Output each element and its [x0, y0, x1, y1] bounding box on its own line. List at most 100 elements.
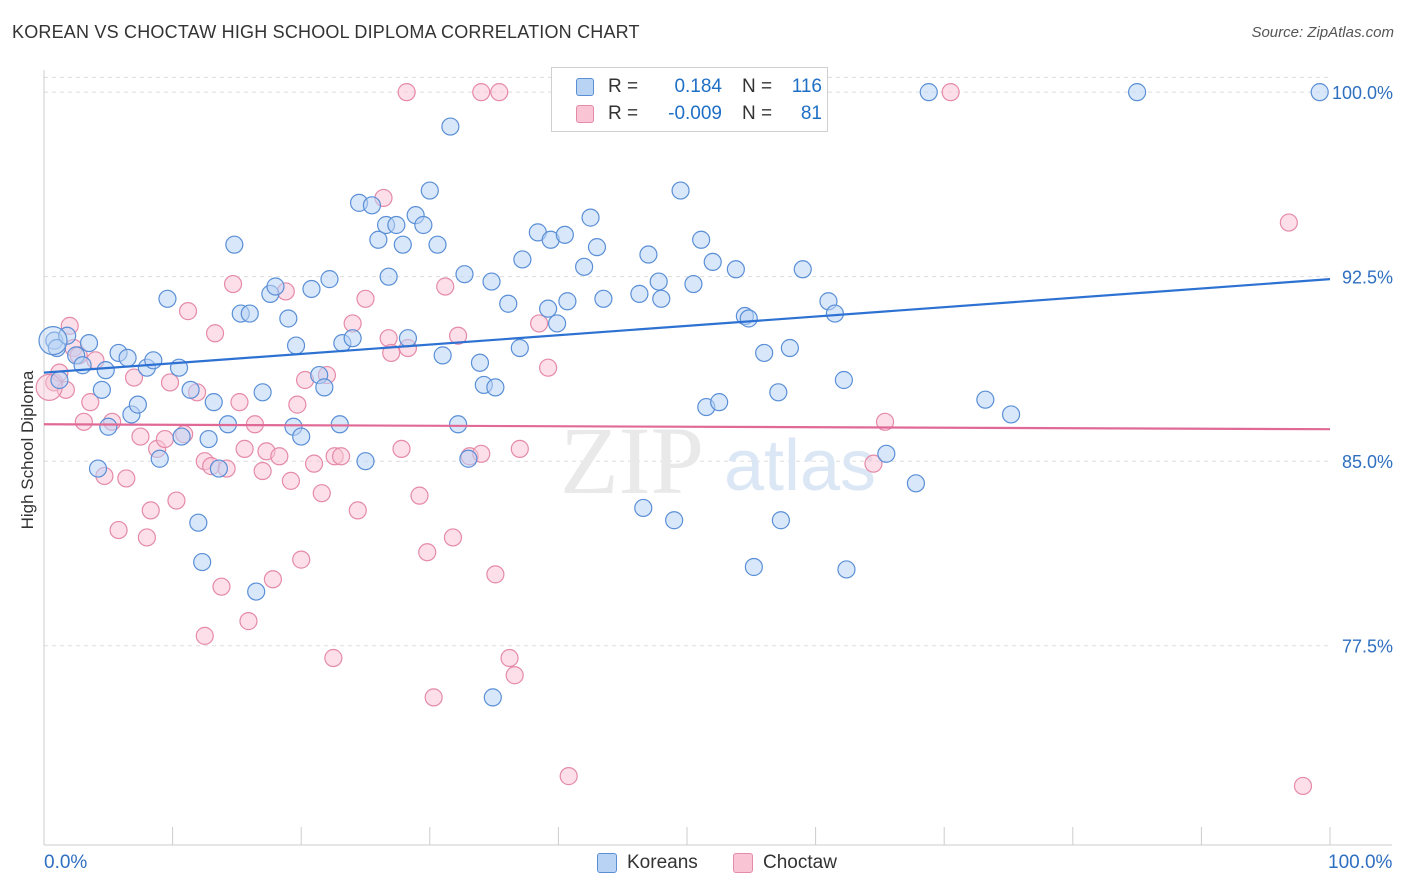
point-koreans	[684, 274, 703, 294]
point-koreans	[793, 260, 812, 279]
source-label: Source: ZipAtlas.com	[1251, 24, 1394, 41]
point-choctaw	[356, 289, 375, 308]
point-koreans	[1001, 405, 1021, 424]
point-koreans	[379, 267, 398, 286]
point-choctaw	[1279, 213, 1298, 232]
point-choctaw	[418, 543, 437, 562]
point-koreans	[193, 552, 212, 572]
point-choctaw	[117, 469, 136, 488]
point-koreans	[387, 215, 406, 235]
point-koreans	[343, 329, 362, 348]
legend-item-koreans: Koreans	[597, 852, 698, 874]
point-koreans	[575, 257, 594, 276]
point-koreans	[634, 498, 653, 518]
point-koreans	[247, 582, 266, 601]
point-koreans	[771, 511, 790, 530]
point-choctaw	[510, 439, 529, 458]
point-choctaw	[348, 501, 367, 520]
legend-n-label: N =	[742, 76, 773, 97]
point-koreans	[420, 181, 439, 200]
point-koreans	[266, 277, 285, 296]
point-koreans	[369, 230, 388, 249]
point-choctaw	[392, 439, 411, 458]
point-choctaw	[443, 528, 463, 547]
point-koreans	[286, 336, 306, 355]
trend-line-choctaw	[43, 423, 1331, 431]
point-koreans	[302, 279, 321, 299]
point-koreans	[253, 383, 272, 402]
point-choctaw	[263, 570, 283, 589]
point-koreans	[877, 444, 896, 463]
point-koreans	[189, 513, 208, 532]
point-choctaw	[212, 577, 231, 596]
point-koreans	[356, 452, 375, 471]
point-koreans	[652, 289, 671, 308]
point-koreans	[315, 378, 334, 397]
legend-r-value: 0.184	[674, 76, 722, 97]
legend-label-koreans: Koreans	[627, 852, 698, 873]
point-koreans	[780, 338, 799, 358]
point-koreans	[459, 449, 478, 468]
point-choctaw	[490, 83, 509, 102]
point-choctaw	[131, 427, 150, 446]
point-koreans	[548, 314, 567, 333]
point-choctaw	[178, 302, 198, 321]
legend-swatch-choctaw	[576, 105, 594, 123]
point-koreans	[482, 272, 501, 291]
x-axis-min-label: 0.0%	[44, 852, 88, 873]
chart-title: KOREAN VS CHOCTAW HIGH SCHOOL DIPLOMA CO…	[12, 22, 640, 42]
legend-label-choctaw: Choctaw	[763, 852, 837, 873]
series-legend: Koreans Choctaw	[0, 852, 1406, 876]
y-axis-label-wrap: High School Diploma	[16, 340, 40, 560]
point-choctaw	[505, 666, 524, 685]
point-choctaw	[1293, 776, 1313, 796]
point-choctaw	[239, 612, 258, 631]
point-koreans	[398, 329, 418, 348]
point-choctaw	[941, 83, 960, 102]
point-koreans	[441, 117, 460, 136]
point-koreans	[558, 292, 577, 311]
point-choctaw	[137, 528, 156, 547]
legend-n-value: 81	[800, 103, 822, 124]
point-choctaw	[141, 501, 160, 520]
x-axis-max-label: 100.0%	[1328, 852, 1393, 873]
point-choctaw	[324, 648, 343, 668]
point-koreans	[144, 351, 163, 370]
point-choctaw	[486, 565, 505, 584]
point-koreans	[976, 390, 995, 409]
point-koreans	[448, 415, 468, 434]
point-koreans	[739, 309, 758, 328]
legend-row-choctaw: R = -0.009 N = 81	[576, 102, 822, 126]
point-choctaw	[539, 358, 558, 377]
trend-line-koreans	[43, 278, 1331, 374]
legend-r-value: -0.009	[668, 103, 722, 124]
point-choctaw	[436, 277, 455, 296]
point-choctaw	[270, 447, 289, 466]
y-axis-label: High School Diploma	[18, 370, 37, 530]
point-koreans	[292, 427, 311, 446]
point-choctaw	[167, 491, 186, 510]
point-choctaw	[304, 454, 324, 473]
watermark-atlas: atlas	[724, 426, 876, 506]
point-koreans	[1310, 83, 1329, 102]
point-koreans	[639, 245, 658, 264]
watermark-zip: ZIP	[560, 407, 704, 514]
point-koreans	[671, 181, 690, 200]
point-koreans	[581, 208, 600, 227]
point-koreans	[510, 338, 529, 358]
point-koreans	[199, 429, 218, 449]
y-tick-label: 100.0%	[1332, 83, 1393, 103]
y-tick-label: 92.5%	[1342, 268, 1393, 288]
point-choctaw	[331, 447, 351, 466]
y-tick-label: 77.5%	[1342, 637, 1393, 657]
legend-swatch-koreans	[597, 853, 617, 873]
point-choctaw	[530, 314, 549, 333]
point-koreans	[539, 299, 558, 318]
point-koreans	[204, 393, 223, 412]
point-koreans	[279, 309, 298, 328]
point-koreans	[499, 294, 518, 313]
y-tick-label: 85.0%	[1342, 452, 1393, 472]
legend-swatch-koreans	[576, 78, 594, 96]
point-choctaw	[292, 550, 311, 569]
point-koreans	[703, 252, 722, 272]
